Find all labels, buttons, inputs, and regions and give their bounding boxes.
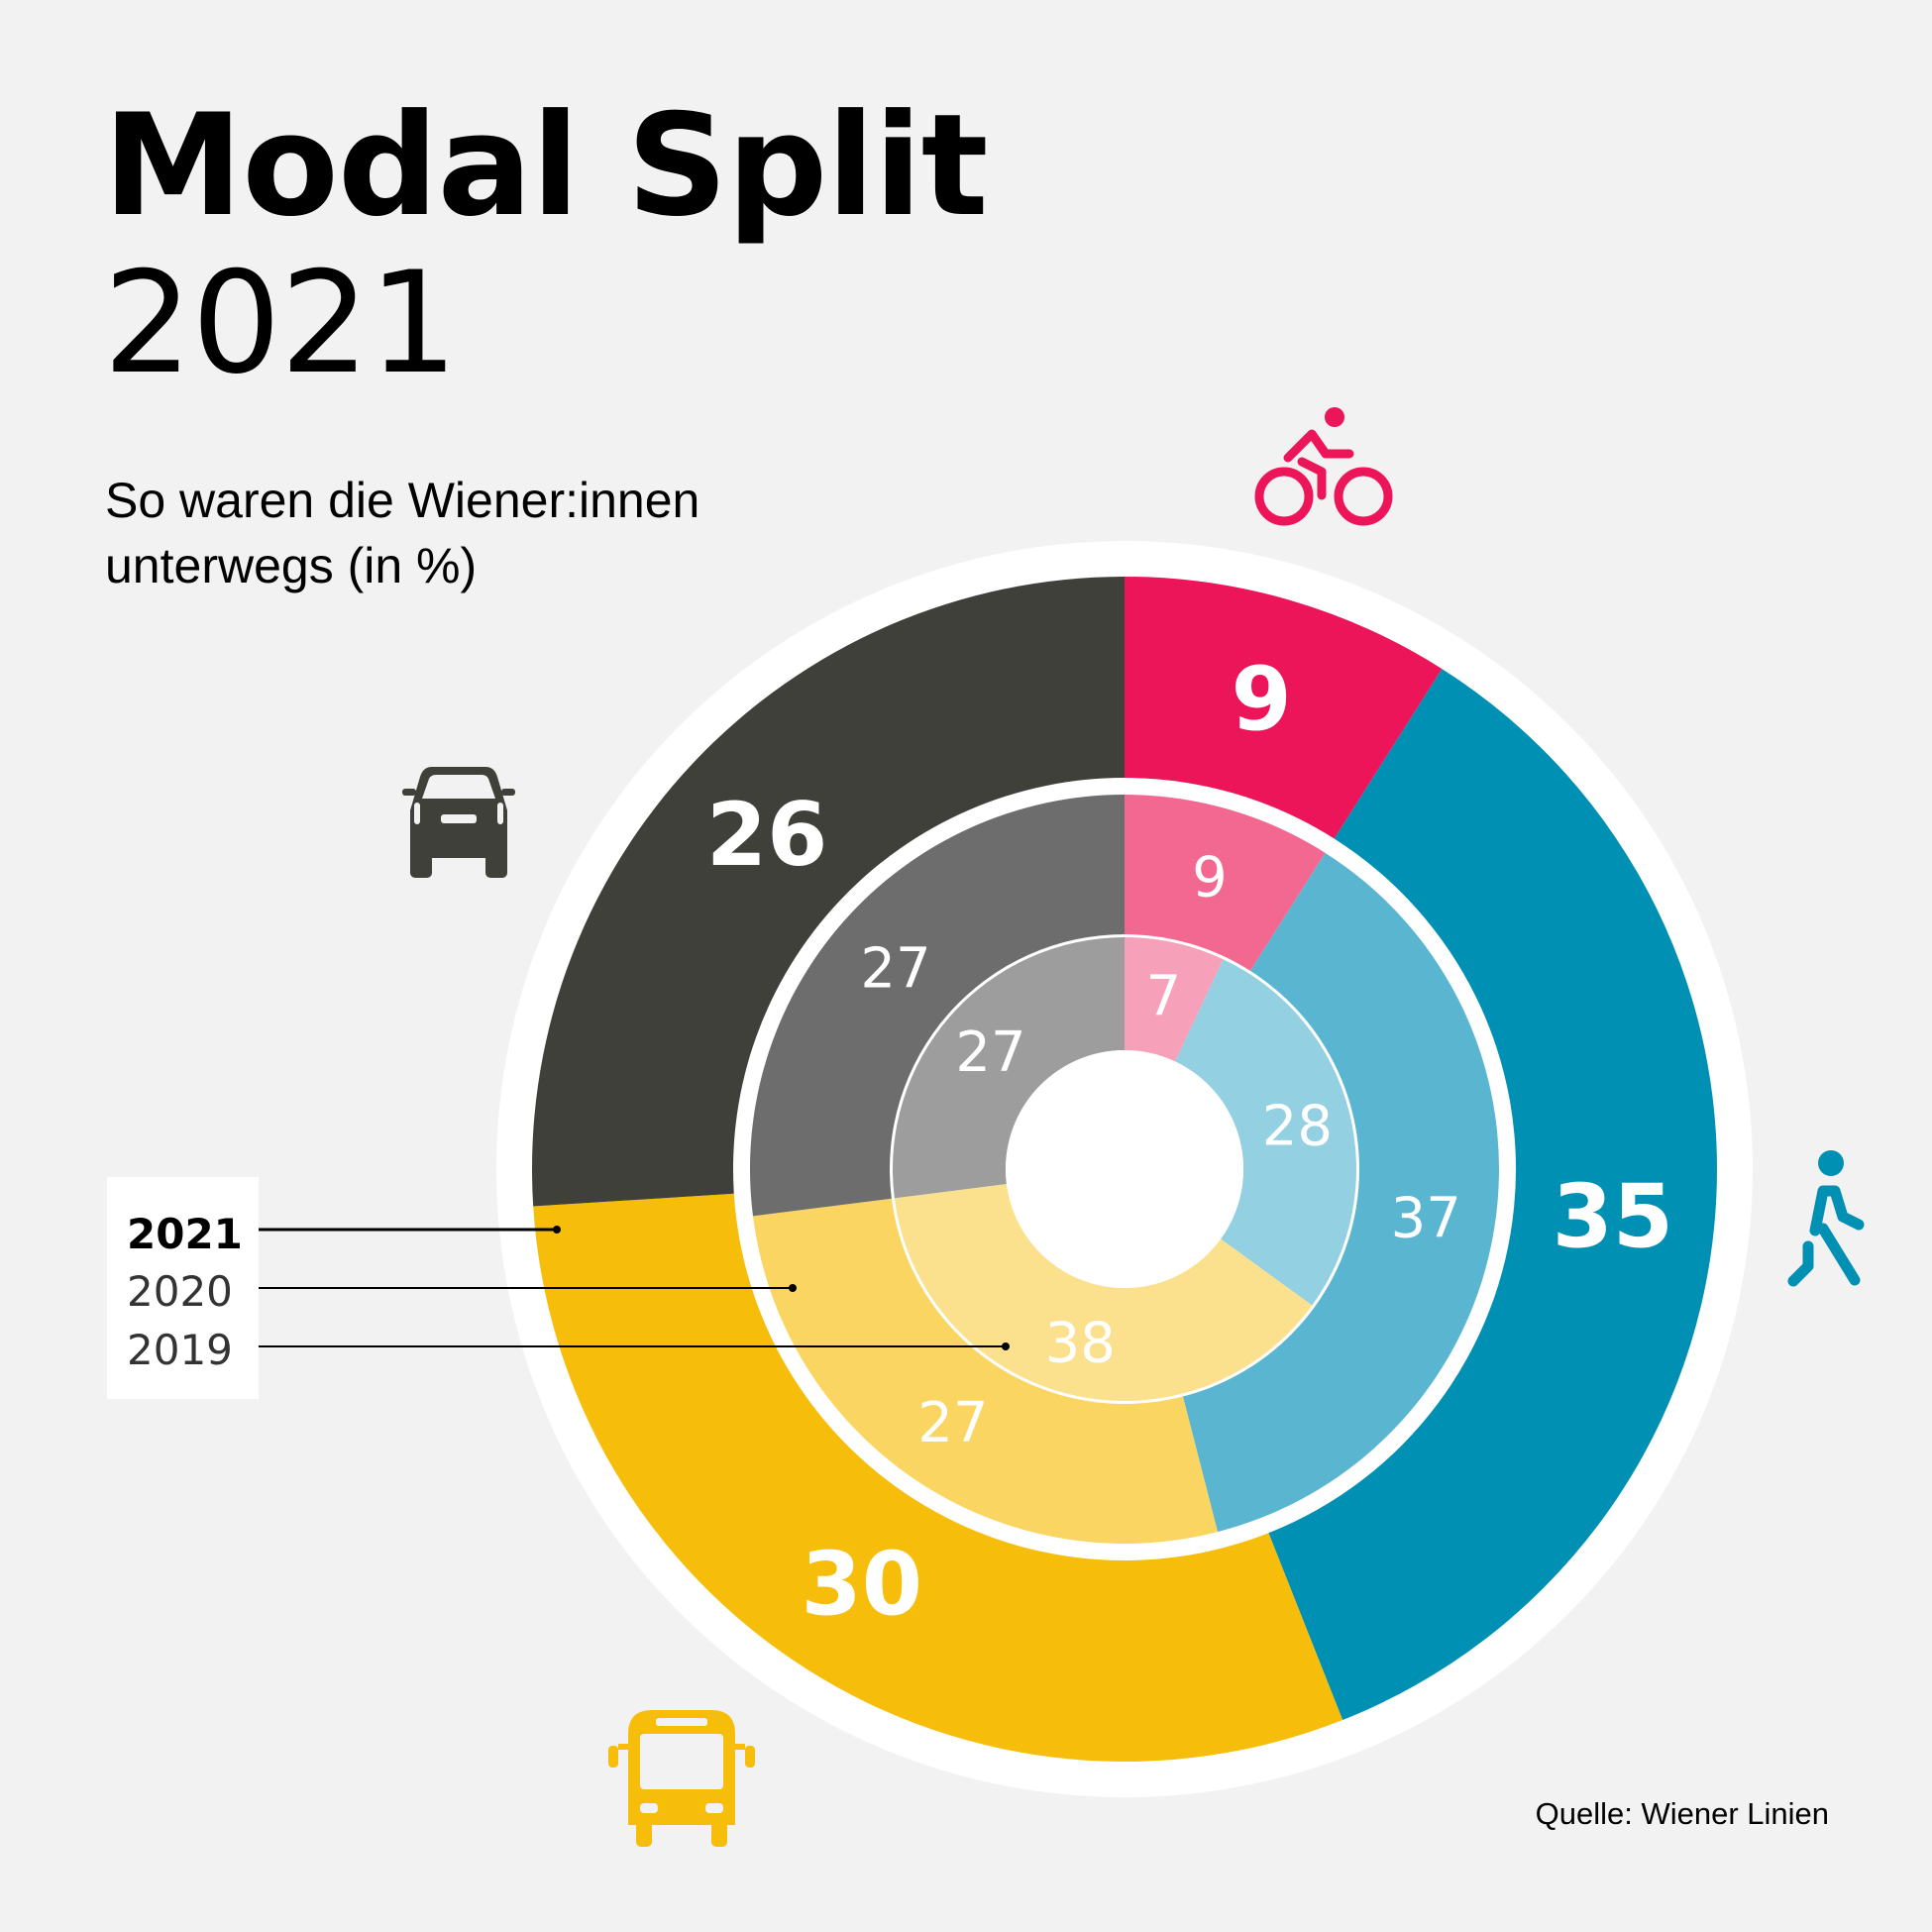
value-label-2020-car: 27 [860, 936, 930, 1001]
bus-icon [608, 1710, 755, 1847]
slice-2019-bike [1125, 937, 1224, 1062]
year-legend: 2021 2020 2019 [107, 1177, 259, 1399]
chart-title: Modal Split 2021 [103, 84, 989, 406]
slice-2021-public [533, 1193, 1343, 1763]
slice-2021-bike [1125, 577, 1443, 839]
leader-dot-2019 [1002, 1342, 1010, 1350]
source-note: Quelle: Wiener Linien [1535, 1796, 1829, 1831]
value-label-2021-car: 26 [706, 784, 827, 886]
leader-dot-2020 [789, 1284, 797, 1292]
value-label-2019-walk: 28 [1262, 1094, 1333, 1158]
value-label-2020-walk: 37 [1391, 1186, 1461, 1250]
leader-dot-2021 [553, 1226, 561, 1234]
title-text: Modal Split [103, 84, 989, 248]
value-label-2020-public: 27 [917, 1391, 988, 1455]
value-label-2021-public: 30 [802, 1534, 922, 1636]
slice-2021-walk [1268, 669, 1717, 1721]
value-label-2021-bike: 9 [1231, 648, 1291, 750]
donut-rings [496, 541, 1753, 1797]
value-label-2020-bike: 9 [1192, 845, 1228, 910]
title-year: 2021 [103, 242, 458, 406]
slice-2019-walk [1175, 959, 1356, 1306]
legend-item-2020: 2020 [127, 1267, 233, 1316]
value-label-2019-car: 27 [955, 1020, 1025, 1085]
value-label-2021-walk: 35 [1553, 1165, 1673, 1267]
value-label-2019-bike: 7 [1145, 964, 1181, 1028]
slice-2019-car [893, 937, 1125, 1199]
car-icon [402, 767, 515, 878]
slice-2020-bike [1125, 795, 1326, 971]
value-labels: 9 35 30 26 9 37 27 27 7 28 38 27 [706, 648, 1673, 1635]
slice-2020-public [752, 1198, 1219, 1544]
slice-2020-car [750, 795, 1125, 1217]
bicycle-icon [1254, 407, 1393, 526]
value-label-2019-public: 38 [1045, 1312, 1116, 1376]
donut-center [1006, 1050, 1243, 1288]
slice-2020-walk [1182, 852, 1499, 1533]
legend-item-2021: 2021 [127, 1210, 243, 1258]
legend-leader-lines [248, 1226, 1010, 1350]
legend-item-2019: 2019 [127, 1326, 233, 1374]
pedestrian-icon [1787, 1150, 1865, 1287]
slice-2021-car [532, 577, 1125, 1207]
chart-subtitle: So waren die Wiener:innen unterwegs (in … [105, 473, 700, 593]
